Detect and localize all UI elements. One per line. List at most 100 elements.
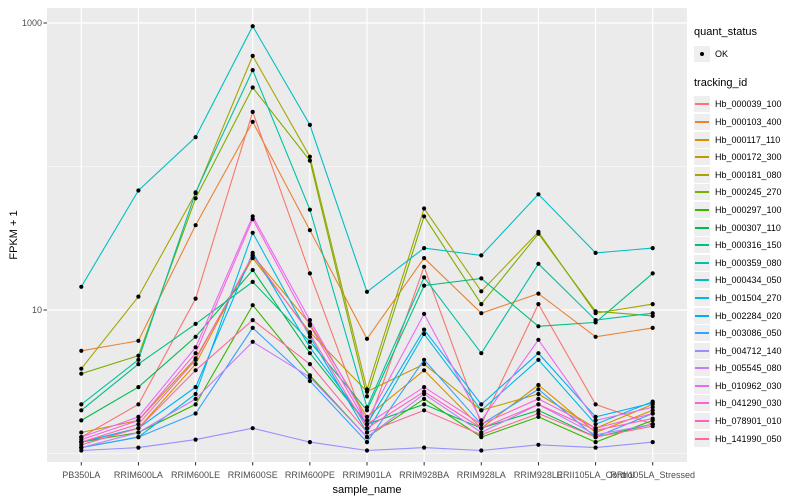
data-point [536,396,541,401]
x-tick-label: RRIM600SE [227,470,278,480]
data-point [650,271,655,276]
data-point [250,279,255,284]
data-point [650,416,655,421]
data-point [193,402,198,407]
data-point [479,408,484,413]
data-point [593,422,598,427]
legend-item-label: Hb_000117_110 [715,134,781,145]
legend-item-label: Hb_000307_110 [715,222,781,233]
data-point [364,394,370,399]
x-tick-label: RRIM901LA [342,470,392,480]
data-point [364,405,370,410]
data-point [136,385,141,390]
data-point [193,391,198,397]
legend-item-Hb_000103_400: Hb_000103_400 [694,113,798,131]
data-point [193,351,198,356]
legend-item-label: Hb_041290_030 [715,398,782,409]
data-point [307,207,312,212]
data-point [536,192,541,197]
line-key-icon [694,307,710,324]
data-point [136,418,141,423]
data-point [650,411,655,416]
data-point [422,256,427,261]
data-point [650,400,655,406]
legend-item-label: Hb_003086_050 [715,328,782,339]
legend-item-label: Hb_000039_100 [715,99,782,110]
data-point [422,368,427,373]
data-point [193,296,198,301]
line-key-icon [694,289,710,306]
data-point [536,357,541,362]
data-point [536,408,541,413]
data-point [422,389,427,394]
data-point [422,214,427,219]
legend-title-quant-status: quant_status [694,26,757,38]
legend-item-label: Hb_141990_050 [715,433,782,444]
data-point [79,284,84,289]
data-point [250,426,255,431]
data-point [193,368,198,373]
data-point [479,302,484,307]
legend-item-label: Hb_001504_270 [715,292,782,303]
data-point [307,339,312,344]
data-point [422,327,427,332]
data-point [79,418,84,423]
x-tick-label: PB350LA [62,470,101,480]
data-point [650,246,655,251]
data-point [307,378,312,384]
x-tick-label: RRIM600LE [171,470,221,480]
x-tick-label: RRIM600LA [113,470,163,480]
legend-item-label: Hb_000245_270 [715,187,782,198]
data-point [136,357,141,362]
data-point [479,418,484,423]
x-tick-label: RRIM928LE [513,470,563,480]
data-point [479,253,484,258]
data-point [364,448,370,453]
legend-item-ok: OK [694,45,798,63]
line-key-icon [694,113,710,130]
legend-item-Hb_000039_100: Hb_000039_100 [694,96,798,114]
data-point [536,382,541,388]
data-point [136,414,141,419]
legend-item-Hb_010962_030: Hb_010962_030 [694,377,798,395]
line-key-icon [694,237,710,254]
data-point [79,402,84,407]
legend-item-Hb_003086_050: Hb_003086_050 [694,324,798,342]
data-point [136,426,141,431]
legend-item-label: Hb_004712_140 [715,345,782,356]
data-point [422,264,427,269]
data-point [307,122,312,127]
legend-item-label: Hb_000172_300 [715,152,782,163]
data-point [307,351,312,356]
legend-item-Hb_000172_300: Hb_000172_300 [694,148,798,166]
data-point [79,442,84,447]
data-point [593,318,598,323]
data-point [250,217,255,222]
x-tick-label: RRIM928LA [456,470,506,480]
data-point [479,422,484,427]
data-point [250,318,255,323]
data-point [422,311,427,316]
tracking-id-legend-items: Hb_000039_100 Hb_000103_400 Hb_000117_110 H… [694,96,798,448]
data-point [479,402,484,407]
data-point [250,85,255,90]
line-key-icon [694,342,710,359]
line-key-icon [694,360,710,377]
data-point [307,271,312,276]
data-point [650,325,655,330]
data-point [422,385,427,390]
data-point [536,291,541,296]
data-point [479,276,484,281]
data-point [79,430,84,435]
line-key-icon [694,219,710,236]
data-point [422,396,427,401]
data-point [593,402,598,407]
data-point [136,362,141,367]
data-point [364,336,370,341]
data-point [307,158,312,163]
data-point [307,323,312,328]
data-point [536,302,541,307]
data-point [422,331,427,337]
